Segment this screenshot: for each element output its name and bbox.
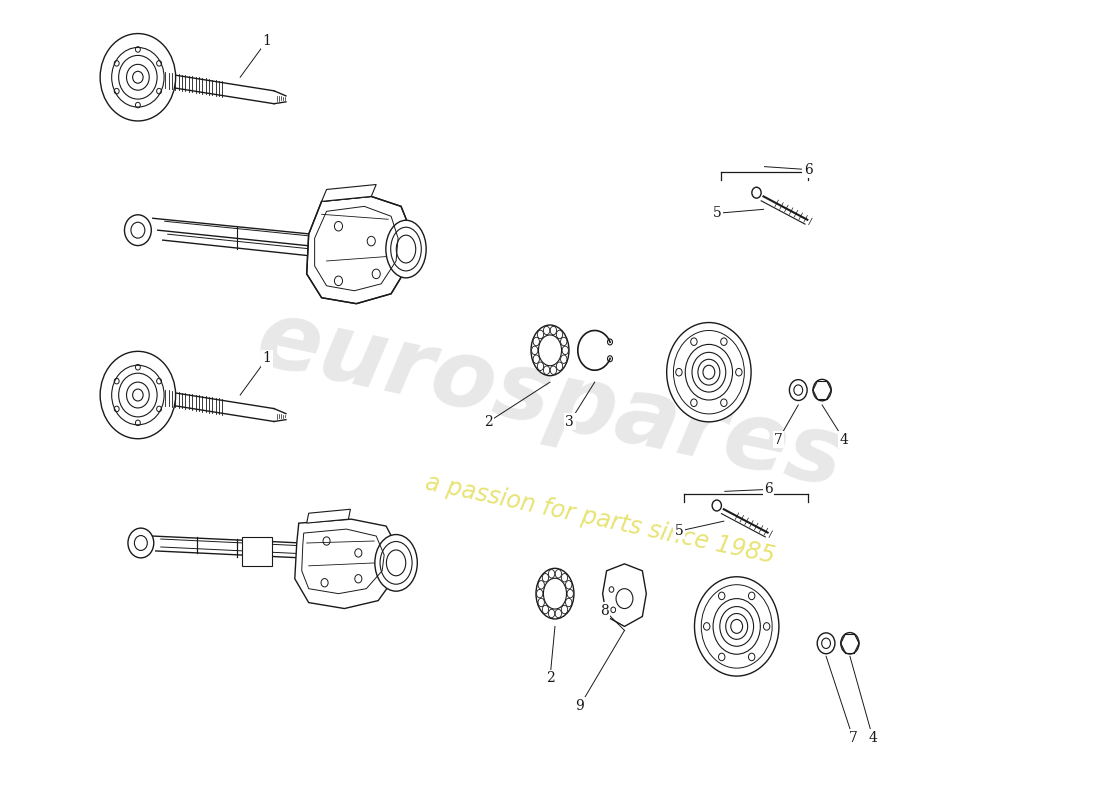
Ellipse shape	[568, 590, 573, 598]
Ellipse shape	[542, 574, 549, 582]
Ellipse shape	[128, 528, 154, 558]
Ellipse shape	[556, 610, 561, 618]
Ellipse shape	[557, 362, 563, 370]
Ellipse shape	[543, 366, 550, 374]
Ellipse shape	[565, 598, 572, 606]
Polygon shape	[307, 197, 411, 304]
Ellipse shape	[813, 379, 832, 401]
Ellipse shape	[100, 34, 176, 121]
Text: 2: 2	[546, 671, 554, 685]
Ellipse shape	[557, 330, 563, 338]
Text: 8: 8	[601, 603, 609, 618]
Text: 5: 5	[674, 524, 683, 538]
Text: 7: 7	[848, 730, 857, 745]
Text: 5: 5	[713, 206, 722, 220]
Text: 9: 9	[575, 699, 584, 713]
Ellipse shape	[549, 610, 554, 618]
Polygon shape	[603, 564, 647, 626]
Text: 4: 4	[839, 433, 848, 446]
Ellipse shape	[751, 187, 761, 198]
Text: a passion for parts since 1985: a passion for parts since 1985	[422, 470, 777, 568]
Ellipse shape	[561, 606, 568, 614]
Ellipse shape	[531, 346, 538, 354]
Ellipse shape	[538, 581, 544, 589]
Ellipse shape	[561, 338, 566, 346]
Ellipse shape	[565, 581, 572, 589]
Text: eurospares: eurospares	[249, 293, 851, 507]
Ellipse shape	[534, 338, 539, 346]
Ellipse shape	[694, 577, 779, 676]
Ellipse shape	[100, 351, 176, 438]
Ellipse shape	[550, 366, 557, 374]
Text: 6: 6	[804, 162, 813, 177]
Ellipse shape	[537, 362, 543, 370]
Ellipse shape	[549, 570, 554, 578]
Ellipse shape	[537, 590, 543, 598]
Ellipse shape	[667, 322, 751, 422]
Ellipse shape	[536, 568, 574, 619]
Ellipse shape	[561, 574, 568, 582]
Ellipse shape	[537, 330, 543, 338]
Ellipse shape	[542, 606, 549, 614]
Ellipse shape	[817, 633, 835, 654]
Text: 7: 7	[774, 433, 783, 446]
Ellipse shape	[538, 598, 544, 606]
Text: 1: 1	[263, 351, 272, 366]
Text: 1: 1	[263, 34, 272, 47]
Ellipse shape	[534, 355, 539, 363]
Polygon shape	[295, 519, 398, 609]
Ellipse shape	[531, 325, 569, 376]
Ellipse shape	[790, 380, 807, 401]
Polygon shape	[242, 537, 272, 566]
Polygon shape	[321, 185, 376, 202]
Text: 4: 4	[868, 730, 877, 745]
Ellipse shape	[386, 220, 426, 278]
Ellipse shape	[556, 570, 561, 578]
Ellipse shape	[712, 500, 722, 511]
Ellipse shape	[124, 214, 152, 246]
Text: 2: 2	[484, 415, 493, 429]
Ellipse shape	[840, 633, 859, 654]
Ellipse shape	[543, 326, 550, 334]
Ellipse shape	[561, 355, 566, 363]
Ellipse shape	[375, 534, 417, 591]
Text: 3: 3	[565, 415, 574, 429]
Polygon shape	[307, 510, 351, 523]
Ellipse shape	[550, 326, 557, 334]
Ellipse shape	[562, 346, 569, 354]
Text: 6: 6	[764, 482, 773, 496]
